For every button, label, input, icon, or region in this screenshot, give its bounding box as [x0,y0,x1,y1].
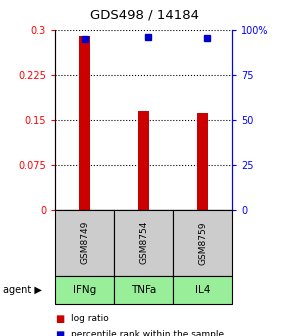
Bar [138,111,149,210]
Bar [197,113,208,210]
Text: log ratio: log ratio [71,314,109,323]
Text: GSM8749: GSM8749 [80,221,89,264]
Text: percentile rank within the sample: percentile rank within the sample [71,330,224,336]
Text: ■: ■ [55,330,64,336]
Text: IFNg: IFNg [73,285,96,295]
Text: GDS498 / 14184: GDS498 / 14184 [90,8,200,22]
Bar [79,36,90,210]
Text: TNFa: TNFa [131,285,156,295]
Text: GSM8754: GSM8754 [139,221,148,264]
Text: IL4: IL4 [195,285,210,295]
Text: GSM8759: GSM8759 [198,221,207,264]
Text: ■: ■ [55,314,64,324]
Text: agent ▶: agent ▶ [3,285,42,295]
